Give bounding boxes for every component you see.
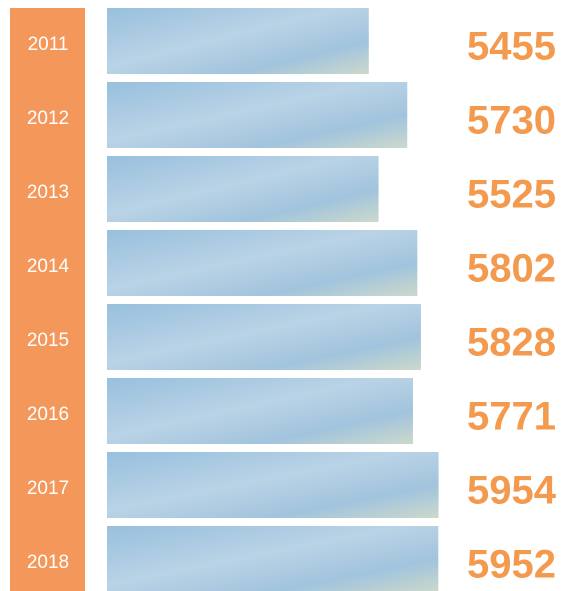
- bar: [107, 82, 408, 148]
- value-label: 5730: [467, 99, 556, 143]
- bar-tint: [107, 230, 418, 296]
- bar: [107, 230, 418, 296]
- value-label: 5525: [467, 173, 556, 217]
- category-label: 2015: [27, 330, 69, 351]
- category-label: 2017: [27, 478, 69, 499]
- bar-tint: [107, 156, 379, 222]
- category-label: 2011: [28, 34, 69, 55]
- bar-tint: [107, 378, 413, 444]
- value-label: 5952: [467, 543, 556, 587]
- bar-tint: [107, 82, 408, 148]
- bar: [107, 526, 439, 591]
- category-label: 2016: [27, 404, 69, 425]
- category-band: [10, 8, 85, 591]
- value-label: 5828: [467, 321, 556, 365]
- bar-tint: [107, 526, 439, 591]
- value-label: 5771: [467, 395, 556, 439]
- bar: [107, 8, 369, 74]
- value-label: 5455: [467, 25, 556, 69]
- category-label: 2012: [27, 108, 69, 129]
- value-label: 5954: [467, 469, 557, 513]
- bar: [107, 156, 379, 222]
- category-label: 2014: [27, 256, 70, 277]
- bar: [107, 304, 421, 370]
- value-label: 5802: [467, 247, 556, 291]
- bar-tint: [107, 304, 421, 370]
- category-label: 2018: [27, 552, 69, 573]
- bar: [107, 378, 413, 444]
- bar: [107, 452, 439, 518]
- category-label: 2013: [27, 182, 69, 203]
- bar-tint: [107, 8, 369, 74]
- bar-tint: [107, 452, 439, 518]
